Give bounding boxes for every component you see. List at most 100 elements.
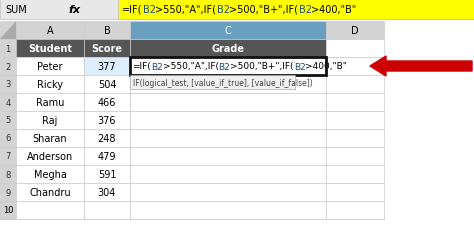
Text: IF(logical_test, [value_if_true], [value_if_false]): IF(logical_test, [value_if_true], [value… <box>133 78 313 87</box>
Bar <box>326 201 384 219</box>
Bar <box>118 0 474 20</box>
Bar <box>84 94 130 112</box>
Text: 504: 504 <box>98 80 116 90</box>
Text: 377: 377 <box>98 62 116 72</box>
Bar <box>0 22 16 40</box>
Bar <box>16 22 84 40</box>
Text: D: D <box>351 26 359 36</box>
Bar <box>326 201 384 219</box>
Bar <box>130 58 326 76</box>
Bar <box>0 0 118 20</box>
Bar <box>84 147 130 165</box>
Bar <box>84 129 130 147</box>
Bar <box>16 165 84 183</box>
Bar <box>326 58 384 76</box>
Text: Chandru: Chandru <box>29 187 71 197</box>
Text: B2: B2 <box>151 62 163 71</box>
Text: >550,"A",IF(: >550,"A",IF( <box>163 62 219 71</box>
Bar <box>16 147 84 165</box>
Bar <box>0 58 16 76</box>
Text: Ricky: Ricky <box>37 80 63 90</box>
Bar <box>0 147 16 165</box>
Bar <box>0 201 16 219</box>
Bar <box>326 147 384 165</box>
Bar <box>130 165 326 183</box>
Bar <box>130 112 326 129</box>
Text: 3: 3 <box>5 80 11 89</box>
Bar <box>326 183 384 201</box>
Bar <box>326 94 384 112</box>
Text: >500,"B+",IF(: >500,"B+",IF( <box>229 5 299 15</box>
Bar <box>130 40 326 58</box>
Text: =IF(: =IF( <box>132 62 151 71</box>
Bar <box>130 22 326 40</box>
Polygon shape <box>0 22 16 40</box>
Text: =IF(: =IF( <box>122 5 143 15</box>
Text: Anderson: Anderson <box>27 151 73 161</box>
Text: Sharan: Sharan <box>33 134 67 143</box>
Text: 4: 4 <box>5 98 10 107</box>
Bar <box>130 76 295 90</box>
Bar <box>84 201 130 219</box>
Bar <box>326 112 384 129</box>
Text: >550,"A",IF(: >550,"A",IF( <box>155 5 217 15</box>
Text: Raj: Raj <box>42 115 58 125</box>
Text: Peter: Peter <box>37 62 63 72</box>
Bar <box>84 165 130 183</box>
Bar <box>16 58 84 76</box>
Text: 9: 9 <box>5 188 10 197</box>
Text: >400,"B": >400,"B" <box>306 62 347 71</box>
Text: B2: B2 <box>294 62 306 71</box>
Bar <box>84 58 130 76</box>
Bar <box>16 76 84 94</box>
Text: 248: 248 <box>98 134 116 143</box>
Text: B2: B2 <box>217 5 229 15</box>
Bar <box>0 94 16 112</box>
Text: 2: 2 <box>5 62 10 71</box>
Bar <box>84 40 130 58</box>
Bar <box>0 201 16 219</box>
Bar <box>0 40 16 58</box>
Bar <box>84 22 130 40</box>
Bar <box>0 76 16 94</box>
Bar <box>326 76 384 94</box>
Bar <box>16 201 84 219</box>
Bar <box>326 165 384 183</box>
Text: 7: 7 <box>5 152 11 161</box>
Text: 1: 1 <box>5 44 10 53</box>
Bar <box>130 94 326 112</box>
Text: >400,"B": >400,"B" <box>311 5 357 15</box>
Text: 304: 304 <box>98 187 116 197</box>
Bar <box>84 201 130 219</box>
Bar <box>16 40 84 58</box>
Bar <box>130 183 326 201</box>
Bar <box>16 112 84 129</box>
Text: 376: 376 <box>98 115 116 125</box>
Bar <box>130 201 326 219</box>
Text: Score: Score <box>91 44 122 54</box>
Bar <box>16 201 84 219</box>
Text: 6: 6 <box>5 134 11 143</box>
Text: 10: 10 <box>3 206 13 215</box>
Text: B2: B2 <box>219 62 230 71</box>
Bar <box>130 201 326 219</box>
Bar <box>130 129 326 147</box>
Text: 5: 5 <box>5 116 10 125</box>
Text: B2: B2 <box>299 5 311 15</box>
Bar <box>130 58 326 76</box>
Text: 10: 10 <box>3 206 13 215</box>
Text: C: C <box>225 26 231 36</box>
Text: >500,"B+",IF(: >500,"B+",IF( <box>230 62 294 71</box>
Bar <box>130 76 326 94</box>
Text: B: B <box>104 26 110 36</box>
Text: fx: fx <box>68 5 80 15</box>
Bar <box>0 112 16 129</box>
Text: Ramu: Ramu <box>36 98 64 108</box>
Bar <box>84 183 130 201</box>
Text: 591: 591 <box>98 169 116 179</box>
Bar <box>16 129 84 147</box>
Text: 466: 466 <box>98 98 116 108</box>
Bar <box>130 147 326 165</box>
Bar <box>16 183 84 201</box>
Text: A: A <box>46 26 53 36</box>
